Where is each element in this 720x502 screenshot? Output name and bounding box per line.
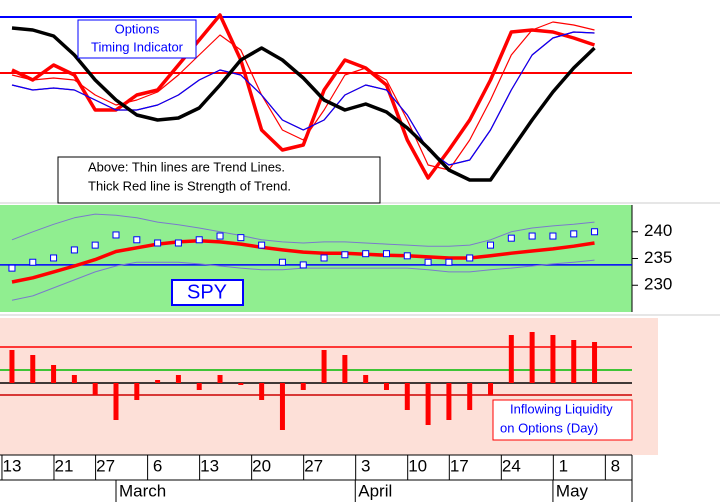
bar	[363, 375, 369, 383]
x-tick-label: 10	[408, 456, 427, 475]
price-marker	[591, 228, 599, 236]
annotation: Options	[115, 21, 160, 36]
bar	[467, 383, 473, 410]
bar	[113, 383, 119, 420]
series-line	[11, 26, 596, 182]
x-tick-label: 17	[450, 456, 469, 475]
bar	[30, 355, 36, 383]
bar	[550, 335, 556, 383]
x-tick-label: 20	[252, 456, 271, 475]
annotation-box	[492, 399, 633, 441]
series-line	[11, 31, 595, 166]
bar	[425, 383, 431, 425]
price-marker	[216, 232, 224, 240]
bar	[196, 383, 202, 390]
x-tick-label: 27	[96, 456, 115, 475]
price-marker	[91, 241, 99, 249]
bar	[342, 355, 348, 383]
price-marker	[487, 241, 495, 249]
bar	[446, 383, 452, 420]
price-marker	[528, 232, 536, 240]
bar	[155, 380, 161, 383]
price-marker	[50, 254, 58, 262]
annotation: Inflowing Liquidity	[510, 401, 613, 416]
y-tick-label: 240	[644, 221, 672, 240]
x-tick-label: 3	[361, 456, 370, 475]
price-marker	[382, 250, 390, 258]
price-marker	[507, 234, 515, 242]
price-marker	[278, 258, 286, 266]
bar	[175, 375, 181, 383]
bar	[134, 383, 140, 400]
x-tick-label: 21	[55, 456, 74, 475]
bar	[71, 375, 77, 383]
price-marker	[133, 236, 141, 244]
series-line	[11, 213, 595, 247]
bar	[529, 332, 535, 383]
month-label: April	[358, 481, 392, 500]
price-marker	[29, 258, 37, 266]
price-marker	[8, 264, 16, 272]
x-tick-label: 1	[559, 456, 568, 475]
bar	[9, 350, 15, 383]
month-label: May	[556, 481, 589, 500]
annotation: Timing Indicator	[91, 39, 184, 54]
price-marker	[570, 230, 578, 238]
price-marker	[403, 252, 411, 260]
bar	[217, 375, 223, 383]
x-tick-label: 8	[611, 456, 620, 475]
price-panel	[0, 205, 632, 312]
price-marker	[195, 236, 203, 244]
bar	[508, 335, 514, 383]
price-marker	[154, 239, 162, 247]
month-label: March	[119, 481, 166, 500]
price-marker	[362, 250, 370, 258]
price-marker	[445, 258, 453, 266]
price-marker	[320, 254, 328, 262]
annotation-box	[77, 19, 197, 59]
bar	[488, 383, 494, 395]
bar	[571, 340, 577, 383]
x-tick-label: 24	[502, 456, 521, 475]
bar	[51, 365, 57, 383]
x-tick-label: 13	[3, 456, 22, 475]
price-marker	[112, 231, 120, 239]
series-line	[11, 13, 596, 180]
price-marker	[466, 254, 474, 262]
price-marker	[258, 241, 266, 249]
price-marker	[549, 232, 557, 240]
bar	[592, 342, 598, 383]
bar	[259, 383, 265, 400]
price-marker	[174, 239, 182, 247]
series-line	[11, 239, 595, 284]
x-tick-label: 13	[200, 456, 219, 475]
note: Thick Red line is Strength of Trend.	[88, 178, 291, 193]
bar	[238, 383, 244, 385]
price-marker	[341, 251, 349, 259]
bar	[92, 383, 98, 395]
bar	[300, 383, 306, 390]
price-marker	[299, 261, 307, 269]
price-marker	[70, 246, 78, 254]
price-marker	[237, 234, 245, 242]
bar	[404, 383, 410, 410]
note-box	[57, 156, 381, 204]
annotation: on Options (Day)	[500, 420, 598, 435]
annotation-box	[171, 279, 244, 306]
x-tick-label: 6	[153, 456, 162, 475]
price-marker	[424, 258, 432, 266]
note: Above: Thin lines are Trend Lines.	[88, 159, 285, 174]
x-tick-label: 27	[304, 456, 323, 475]
marks: 230 235 240 13 21 27 6 13 20 27 3 10 17 24 1 8 March Apri…	[0, 13, 672, 502]
bar	[279, 383, 285, 430]
y-tick-label: 230	[644, 275, 672, 294]
annotation: SPY	[187, 281, 227, 303]
y-tick-label: 235	[644, 248, 672, 267]
bar	[383, 383, 389, 390]
bar	[321, 350, 327, 383]
series-line	[11, 21, 595, 171]
